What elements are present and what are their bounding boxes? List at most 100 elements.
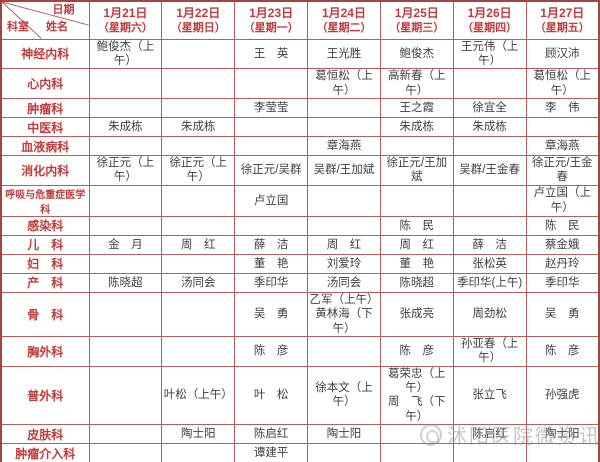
schedule-cell: 徐本文（上午） — [307, 365, 381, 426]
schedule-cell — [452, 136, 527, 156]
corner-date-label: 日期 — [52, 4, 75, 16]
row-dept-label: 神经内科 — [0, 38, 90, 70]
schedule-cell — [161, 443, 236, 462]
schedule-cell: 章海燕 — [307, 136, 381, 156]
schedule-cell: 陈 彦 — [379, 335, 454, 367]
row-dept-label: 中医科 — [0, 117, 90, 137]
schedule-cell — [234, 117, 309, 137]
schedule-cell: 乙军（上午） 黄林海（下午） — [307, 291, 381, 337]
schedule-cell: 季印华 — [234, 272, 309, 293]
schedule-cell: 陈启红 — [234, 424, 309, 445]
schedule-cell: 鲍俊杰 — [379, 38, 454, 70]
schedule-cell: 谭建平 — [234, 443, 309, 462]
schedule-cell: 陶士阳 — [307, 424, 381, 445]
schedule-cell: 朱成栋 — [88, 117, 163, 137]
schedule-cell: 季印华(上午) — [452, 272, 527, 293]
schedule-cell — [307, 184, 381, 217]
schedule-cell — [161, 291, 236, 337]
schedule-cell: 赵丹玲 — [525, 253, 600, 274]
schedule-cell: 陈 民 — [379, 215, 454, 236]
schedule-cell: 徐正元（上午） — [161, 155, 236, 186]
row-dept-label: 消化内科 — [0, 155, 90, 186]
row-dept-label: 感染科 — [0, 215, 90, 236]
schedule-cell — [307, 335, 381, 367]
col-header-week: （星期三） — [389, 21, 445, 34]
schedule-cell: 王光胜 — [307, 38, 381, 70]
row-dept-label: 产 科 — [0, 272, 90, 293]
schedule-cell — [161, 38, 236, 70]
schedule-cell — [161, 98, 236, 118]
schedule-cell: 章海燕 — [525, 136, 600, 156]
schedule-cell: 陈晓超 — [379, 272, 454, 293]
col-header-date: 1月25日 — [394, 5, 439, 20]
schedule-cell: 卢立国（上午） — [525, 184, 600, 217]
schedule-cell: 徐正元/王金春 — [525, 155, 600, 186]
schedule-cell: 孙强虎 — [525, 365, 600, 426]
col-header-date: 1月21日 — [103, 5, 148, 20]
schedule-cell: 王元伟（上午） — [452, 38, 527, 70]
schedule-cell — [379, 136, 454, 156]
row-dept-label: 呼吸与危重症医学科 — [0, 184, 90, 217]
schedule-cell: 吴群/王加斌 — [307, 155, 381, 186]
schedule-cell — [88, 68, 163, 99]
schedule-cell: 周 红 — [379, 234, 454, 255]
row-dept-label: 儿 科 — [0, 234, 90, 255]
row-dept-label: 血液病科 — [0, 136, 90, 156]
schedule-cell: 吴 勇 — [234, 291, 309, 337]
schedule-cell — [379, 184, 454, 217]
schedule-cell — [307, 443, 381, 462]
schedule-cell — [161, 184, 236, 217]
schedule-cell: 徐宜全 — [452, 98, 527, 118]
row-dept-label: 骨 科 — [0, 291, 90, 337]
schedule-cell — [88, 335, 163, 367]
schedule-cell: 朱成栋 — [452, 117, 527, 137]
schedule-cell: 刘爱玲 — [307, 253, 381, 274]
schedule-cell: 葛荣忠（上午） 周 飞（下午） — [379, 365, 454, 426]
schedule-cell: 陈 民 — [525, 215, 600, 236]
table-row: 妇 科董 艳刘爱玲董 艳张松英 赵丹玲 — [0, 253, 600, 274]
table-row: 中医科 朱成栋 朱成栋 朱成栋 朱成栋 — [0, 117, 600, 137]
schedule-cell: 蔡金娥 — [525, 234, 600, 255]
schedule-cell: 薛 洁 — [452, 234, 527, 255]
schedule-cell: 李莹莹 — [234, 98, 309, 118]
schedule-cell: 金 月 — [88, 234, 163, 255]
col-header-week: （星期五） — [534, 21, 590, 34]
row-dept-label: 肿瘤介入科 — [0, 443, 90, 462]
schedule-cell: 叶松（上午） — [161, 365, 236, 426]
table-row: 感染科 陈 民 陈 民 — [0, 215, 600, 236]
schedule-cell: 叶 松 — [234, 365, 309, 426]
schedule-cell — [379, 424, 454, 445]
schedule-cell: 周劲松 — [452, 291, 527, 337]
schedule-cell: 董 艳 — [379, 253, 454, 274]
col-header-week: （星期二） — [316, 21, 372, 34]
table-row: 胸外科陈 彦陈 彦孙亚春（上午）陈 彦 — [0, 335, 600, 367]
table-row: 心内科 葛恒松（上午） 高新春（上午） 葛恒松（上午） — [0, 68, 600, 99]
col-header-date: 1月22日 — [176, 5, 221, 20]
schedule-cell — [452, 68, 527, 99]
schedule-cell: 葛恒松（上午） — [307, 68, 381, 99]
schedule-cell — [307, 117, 381, 137]
schedule-cell — [379, 443, 454, 462]
schedule-cell: 汤同会 — [307, 272, 381, 293]
schedule-cell — [88, 291, 163, 337]
schedule-cell: 葛恒松（上午） — [525, 68, 600, 99]
schedule-cell: 李 伟 — [525, 98, 600, 118]
table-row: 呼吸与危重症医学科 卢立国 卢立国（上午） — [0, 184, 600, 217]
col-header-1: 1月21日 （星期六） — [88, 0, 163, 40]
schedule-cell: 吴群/王金春 — [452, 155, 527, 186]
col-header-date: 1月26日 — [467, 5, 512, 20]
schedule-cell: 张松英 — [452, 253, 527, 274]
schedule-cell: 徐正元/吴群 — [234, 155, 309, 186]
schedule-cell — [234, 215, 309, 236]
schedule-cell — [452, 443, 527, 462]
schedule-cell — [234, 136, 309, 156]
schedule-cell: 陶士阳 — [161, 424, 236, 445]
col-header-date: 1月23日 — [249, 5, 294, 20]
schedule-cell — [161, 68, 236, 99]
schedule-cell — [88, 98, 163, 118]
table-row: 产 科陈晓超 汤同会 季印华 汤同会 陈晓超 季印华(上午) 季印华 — [0, 272, 600, 293]
schedule-cell: 薛 洁 — [234, 234, 309, 255]
schedule-cell: 朱成栋 — [379, 117, 454, 137]
schedule-cell — [88, 253, 163, 274]
